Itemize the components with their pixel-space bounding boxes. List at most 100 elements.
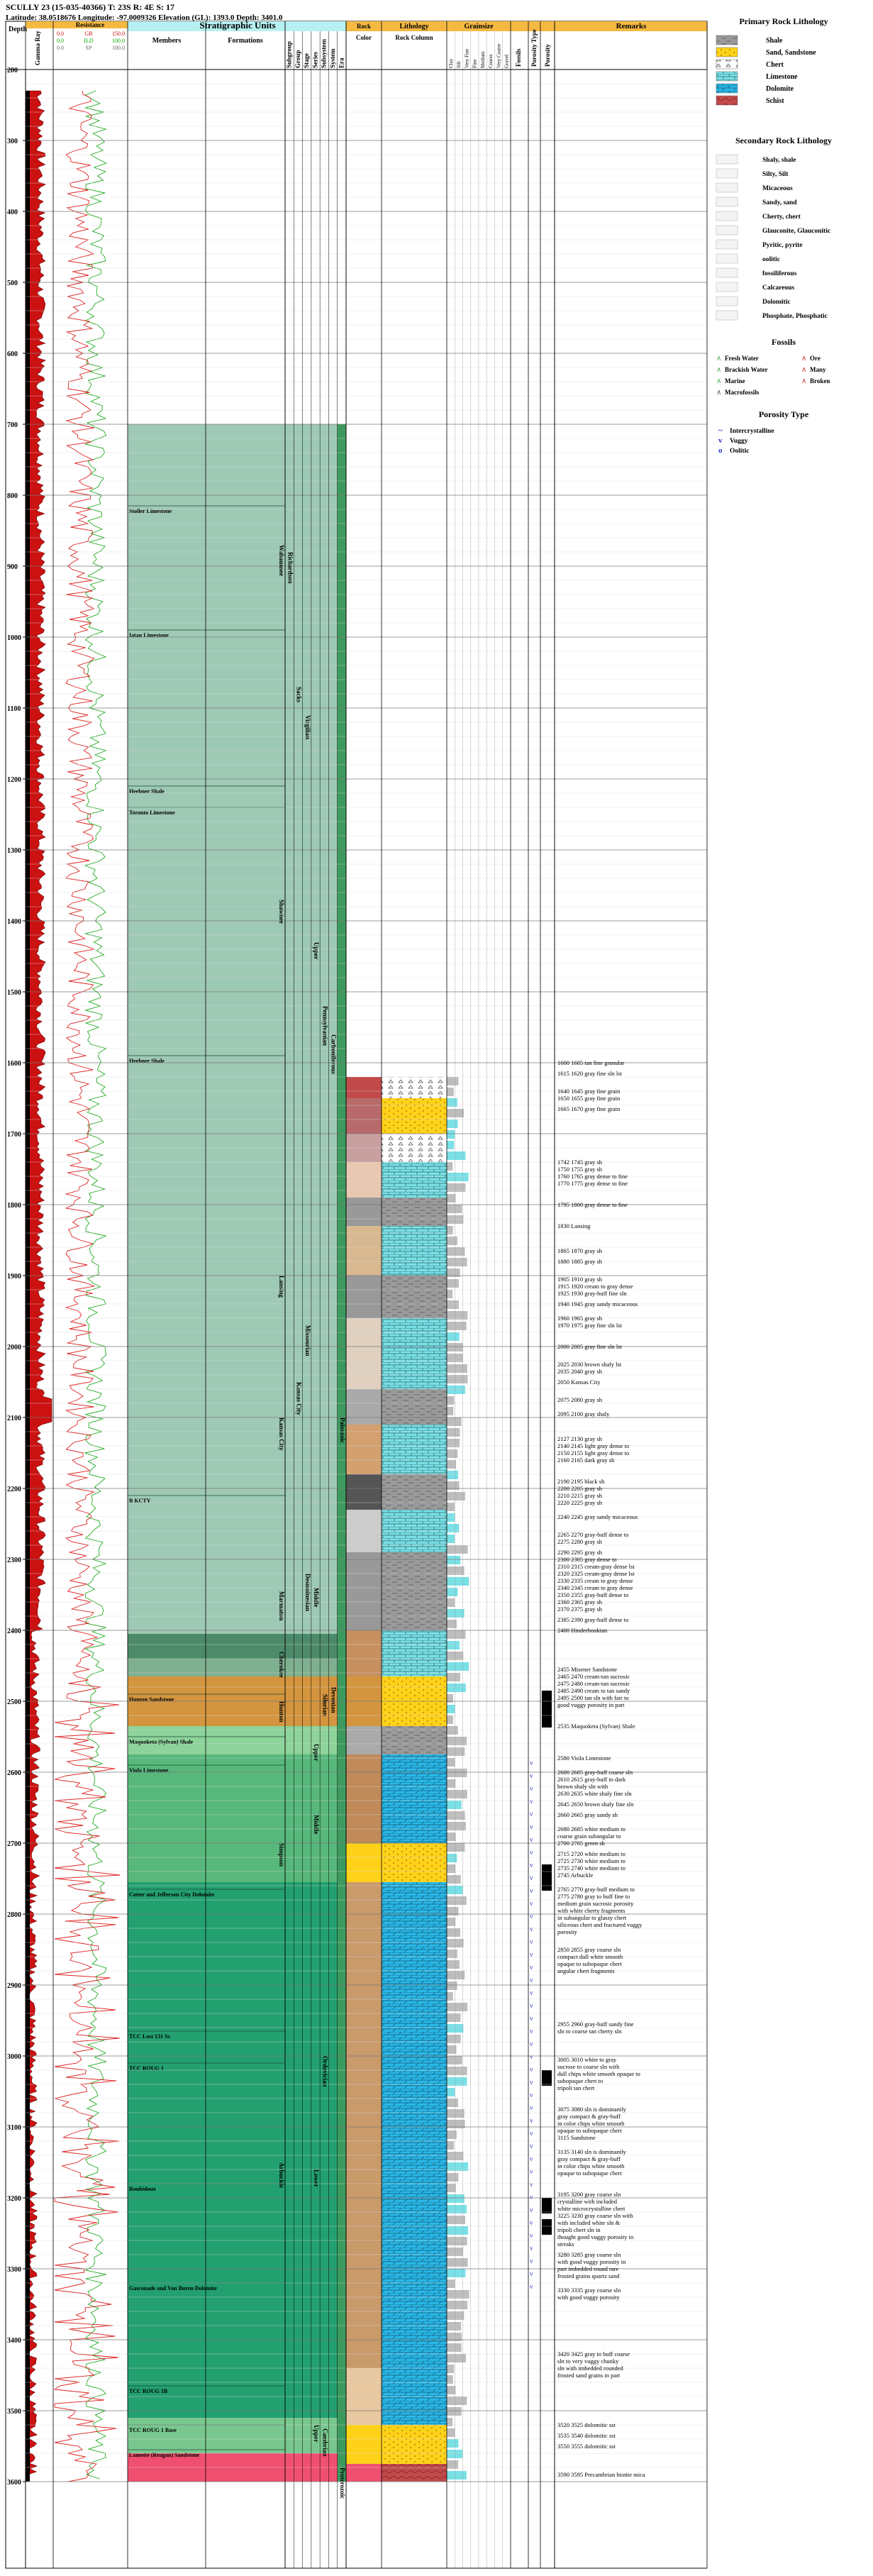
formations-header: Formations [228,37,263,45]
grainsize-bar [447,2258,468,2267]
grainsize-bar [447,2471,467,2480]
depth-tick-label: 2200 [7,1486,21,1493]
remark-text: 1770 1775 gray dense to fine [557,1180,628,1187]
legend-swatch-lime [716,71,738,82]
grainsize-bar [447,2024,464,2033]
grainsize-bar [447,1226,453,1234]
depth-column [5,69,26,2569]
rock-column-block [382,2464,447,2482]
strat-units-header: Stratigraphic Units [199,20,275,31]
remark-text: 2190 2195 black sh [557,1478,605,1485]
remark-text: 2630 2635 white shaly fine sln [557,1790,632,1797]
remark-text: 2775 2780 gray to buff fine to [557,1893,630,1900]
header-strat-band [128,21,346,31]
strat-block [128,424,346,1634]
remark-text: 3005 3010 white to gray [557,2056,617,2063]
depth-tick-label: 2800 [7,1911,21,1919]
grainsize-bar [447,1864,456,1873]
rank-label: Cambrian [321,2428,328,2457]
formation-label: Cherokee [278,1652,285,1678]
grainsize-bar [447,1237,457,1245]
track-labels: Depth Gamma Ray Resistance 0.0 GR 150.0 0.0 ILD… [7,20,647,2487]
grainsize-bar [447,1279,459,1288]
grainsize-bar [447,1151,466,1160]
remark-text: 3195 3200 gray coarse sln [557,2191,621,2198]
legend-secondary-swatch [716,182,738,193]
porosity-marker [542,2198,552,2213]
vuggy-porosity-glyph: v [530,1785,533,1792]
remark-text: 2765 2770 gray-buff medium to [557,1886,635,1893]
grainsize-bar [447,2460,459,2469]
grainsize-bar [447,1960,460,1969]
depth-tick-label: 300 [7,138,18,145]
grainsize-bar [447,2216,465,2224]
legend-secondary-swatch [716,267,738,278]
vuggy-porosity-glyph: v [530,2155,533,2162]
grainsize-bar [447,1449,458,1458]
rock-column-block [382,1077,447,1098]
grainsize-bar [447,2226,468,2235]
grainsize-bar [447,2248,463,2256]
rank-label: Upper [313,2425,320,2443]
remark-text: streaks [557,2240,574,2248]
remark-text: 2400 Hinderhookian [557,1627,608,1634]
vuggy-porosity-glyph: v [530,2206,533,2213]
grainsize-bar [447,1375,468,1383]
legend-porosity-label: Vuggy [730,438,748,445]
grainsize-bar [447,2099,459,2107]
rock-color-block [346,1425,382,1474]
grainsize-bar [447,2386,456,2394]
grainsize-bar [447,2418,453,2426]
vuggy-porosity-glyph: v [530,1989,533,1996]
lithology-track: vvvvvvvvvvvvvvvvvvvvvvvvvvvvvvvvvvvvvvvv… [346,1077,552,2482]
vuggy-porosity-glyph: v [530,2002,533,2009]
depth-tick-label: 3400 [7,2337,21,2345]
grainsize-bar [447,2375,453,2384]
rock-column-block [382,1843,447,1882]
remark-text: opaque to subopaque chert [557,2127,623,2134]
legend-porosity-title: Porosity Type [759,409,809,419]
remark-text: 1742 1745 gray sh [557,1159,603,1166]
remark-text: sucrose to coarse sln with [557,2063,620,2070]
depth-tick-label: 1100 [7,705,21,713]
remark-text: 1830 Lansing [557,1222,591,1229]
grain-class-0: Clay [448,58,454,68]
rank-label: Missourian [304,1325,311,1356]
legend-fossil-label: Brackish Water [725,366,768,373]
grainsize-bar [447,1290,453,1298]
depth-tick-label: 500 [7,280,18,287]
depth-tick-label: 3100 [7,2124,21,2132]
remark-text: 3330 3335 gray coarse sln [557,2287,621,2294]
grainsize-bar [447,1928,460,1937]
remark-text: 2220 2225 gray sh [557,1499,603,1506]
grainsize-bar [447,1843,465,1852]
grainsize-bar [447,1715,453,1724]
depth-tick-label: 1400 [7,918,21,926]
gr-scale-min: 0.0 [57,31,64,37]
grainsize-bar [447,1471,459,1479]
legend-secondary-label: Calcareous [762,284,795,292]
remark-text: 2600 2605 gray-buff coarse sln [557,1769,633,1776]
depth-tick-label: 1300 [7,847,21,855]
grain-class-1: Silt [456,61,462,68]
remark-text: 3115 Sandstone [557,2134,596,2141]
grainsize-bar [447,2428,455,2437]
legend-panel: Primary Rock Lithology Shale Sand, Sandsto… [716,16,832,455]
fossil-icon: ∧ [801,377,806,385]
member-label: Gasconade and Van Buren Dolomite [129,2285,217,2292]
depth-tick-label: 2900 [7,1982,21,1990]
remark-text: 1905 1910 gray sh [557,1276,603,1283]
sp-scale-max: 100.0 [112,45,125,51]
remark-text: gray compact & gray-buff [557,2113,621,2120]
remark-text: angular chert fragments [557,1967,615,1974]
remarks-track: 1600 1605 tan fine granular 1615 1620 gra… [557,1059,645,2478]
remark-text: 2330 2335 cream to gray dense [557,1577,633,1584]
rock-color-block [346,1630,382,1676]
remark-text: 2495 2500 tan sln with fair to [557,1694,629,1701]
grainsize-bar [447,1332,460,1341]
fossil-icon: ∧ [801,355,806,363]
legend-secondary-swatch [716,239,738,250]
member-label: TCC Lost 131 Ss [129,2033,170,2040]
porosity-marker [542,1712,552,1728]
legend-secondary-label: Pyritic, pyrite [762,242,802,249]
